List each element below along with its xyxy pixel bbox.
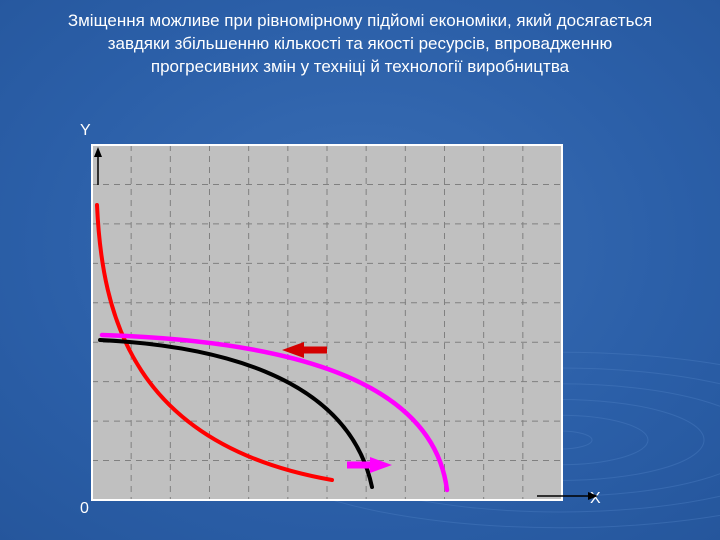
y-axis-label-text: Y bbox=[80, 122, 91, 139]
plot-area bbox=[92, 145, 562, 500]
x-axis-label: Х bbox=[590, 490, 601, 508]
slide-title: Зміщення можливе при рівномірному підйом… bbox=[60, 10, 660, 79]
y-axis-label: Y bbox=[80, 122, 91, 140]
ppf-chart bbox=[92, 145, 562, 500]
slide-title-text: Зміщення можливе при рівномірному підйом… bbox=[68, 11, 652, 76]
origin-label-text: 0 bbox=[80, 500, 89, 517]
origin-label: 0 bbox=[80, 500, 89, 518]
